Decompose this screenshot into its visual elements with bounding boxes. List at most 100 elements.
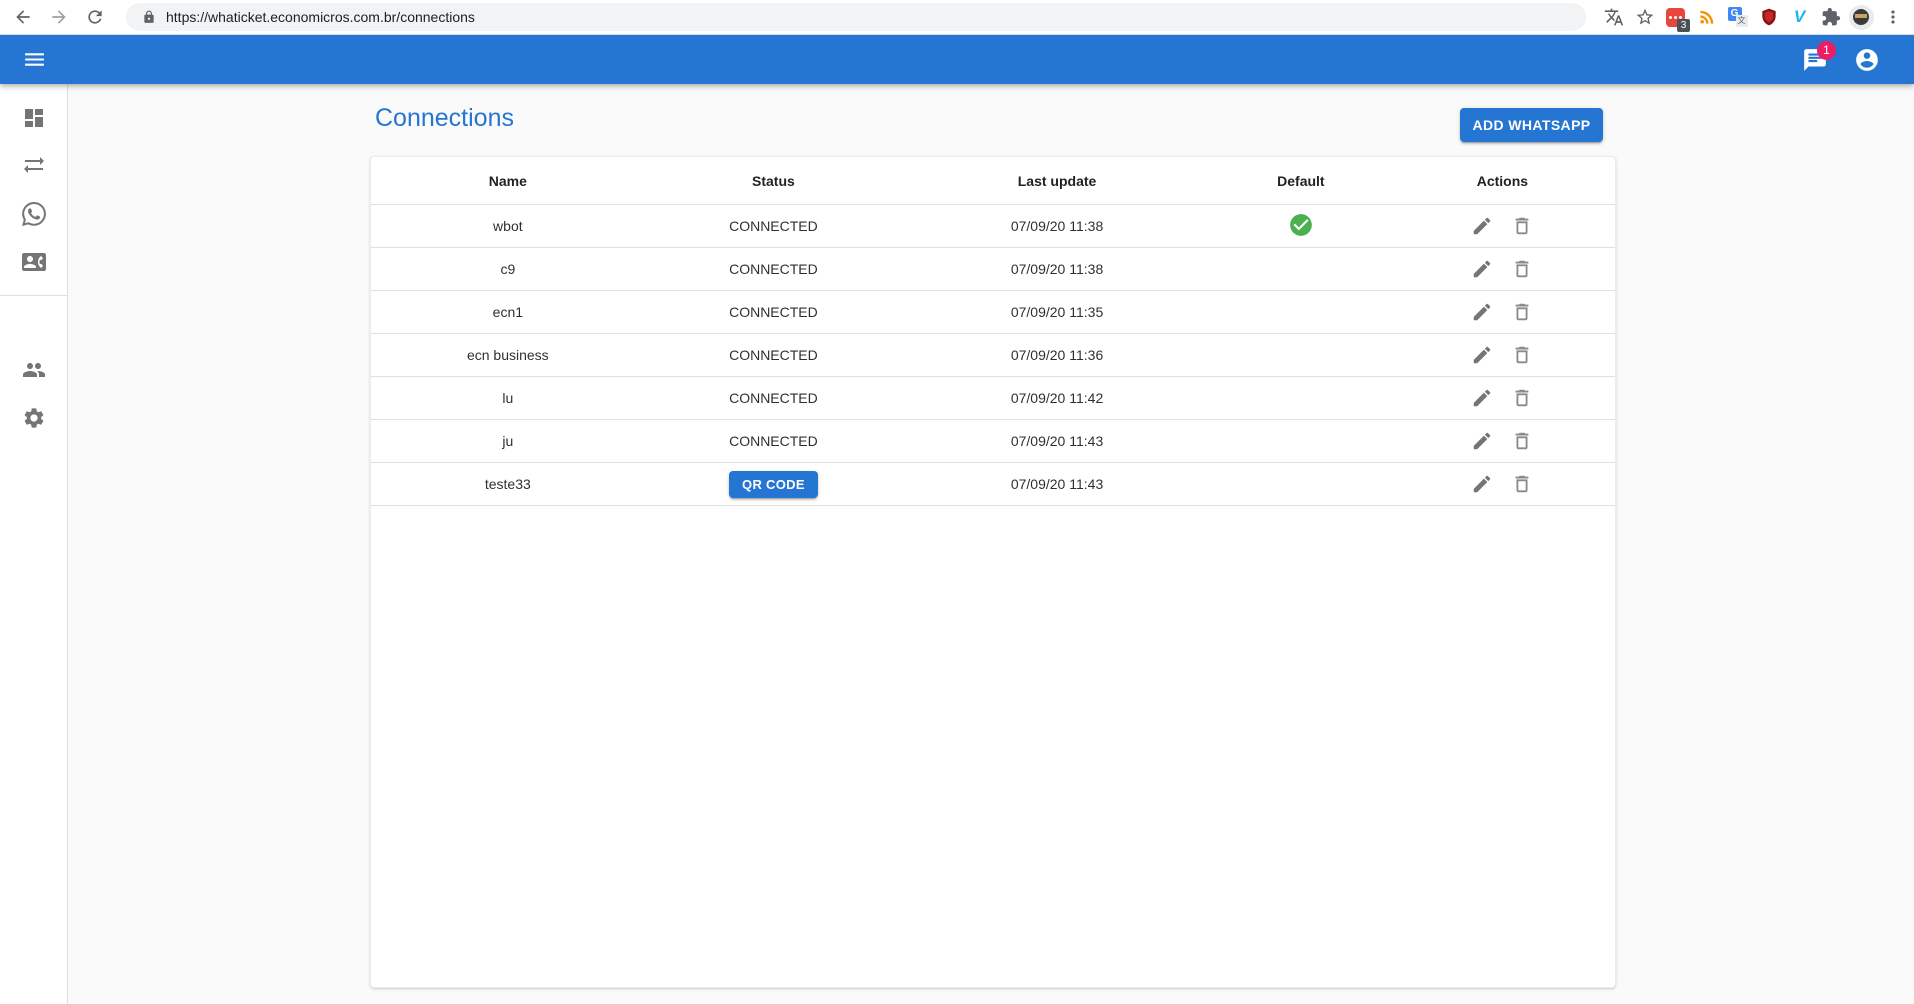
- connection-status: CONNECTED: [729, 347, 818, 363]
- edit-button[interactable]: [1467, 383, 1497, 413]
- sidebar-item-users[interactable]: [0, 346, 67, 394]
- browser-profile-button[interactable]: [1848, 4, 1875, 31]
- qr-code-button[interactable]: QR CODE: [729, 470, 818, 498]
- edit-button[interactable]: [1467, 469, 1497, 499]
- last-update: 07/09/20 11:42: [1010, 390, 1104, 406]
- browser-toolbar: https://whaticket.economicros.com.br/con…: [0, 0, 1914, 35]
- notification-badge: 1: [1817, 40, 1836, 60]
- account-button[interactable]: [1846, 39, 1888, 81]
- sidebar-item-settings[interactable]: [0, 394, 67, 442]
- delete-button[interactable]: [1507, 383, 1537, 413]
- delete-button[interactable]: [1507, 426, 1537, 456]
- url-text: https://whaticket.economicros.com.br/con…: [166, 9, 475, 25]
- rss-extension-button[interactable]: [1693, 4, 1720, 31]
- delete-icon: [1515, 475, 1529, 493]
- connection-status: CONNECTED: [729, 261, 818, 277]
- column-header-last-update: Last update: [1017, 172, 1097, 189]
- back-button[interactable]: [8, 2, 38, 32]
- connection-name: ecn business: [466, 347, 549, 363]
- table-row: teste33 QR CODE 07/09/20 11:43: [371, 463, 1615, 506]
- table-row: lu CONNECTED 07/09/20 11:42: [371, 377, 1615, 420]
- browser-menu-button[interactable]: [1879, 4, 1906, 31]
- rss-extension-icon: [1699, 10, 1713, 24]
- connections-table-card: Name Status Last update Default Actions …: [370, 156, 1616, 988]
- column-header-status: Status: [752, 172, 795, 189]
- add-whatsapp-button[interactable]: ADD WHATSAPP: [1460, 108, 1603, 142]
- column-header-name: Name: [488, 172, 527, 189]
- table-row: wbot CONNECTED 07/09/20 11:38: [371, 205, 1615, 248]
- edit-icon: [1474, 389, 1491, 407]
- extension-badge: 3: [1677, 18, 1690, 32]
- translate-page-button[interactable]: [1600, 4, 1627, 31]
- edit-icon: [1474, 346, 1491, 364]
- edit-button[interactable]: [1467, 254, 1497, 284]
- edit-button[interactable]: [1467, 426, 1497, 456]
- ublock-extension-icon: [1761, 8, 1776, 26]
- page-title: Connections: [375, 104, 514, 132]
- last-update: 07/09/20 11:43: [1010, 433, 1104, 449]
- swap-arrows-icon: [23, 157, 44, 173]
- sidebar-item-connections[interactable]: [0, 142, 67, 190]
- edit-icon: [1474, 303, 1491, 321]
- notifications-button[interactable]: 1: [1794, 39, 1836, 81]
- column-header-default: Default: [1277, 172, 1325, 189]
- connection-name: wbot: [493, 218, 523, 234]
- table-header: Name Status Last update Default Actions: [371, 157, 1615, 205]
- last-update: 07/09/20 11:35: [1010, 304, 1104, 320]
- edit-button[interactable]: [1467, 297, 1497, 327]
- menu-button[interactable]: [14, 40, 54, 80]
- people-icon: [22, 363, 45, 377]
- table-row: c9 CONNECTED 07/09/20 11:38: [371, 248, 1615, 291]
- forward-button[interactable]: [44, 2, 74, 32]
- delete-icon: [1515, 389, 1529, 407]
- delete-icon: [1515, 346, 1529, 364]
- check-circle-icon: [1288, 212, 1314, 241]
- forward-icon: [52, 10, 66, 24]
- delete-icon: [1515, 260, 1529, 278]
- connection-status: CONNECTED: [729, 304, 818, 320]
- lock-icon: [144, 10, 154, 23]
- sidebar-item-tickets[interactable]: [0, 190, 67, 238]
- star-icon: [1636, 8, 1653, 25]
- settings-icon: [24, 408, 43, 428]
- sidebar: [0, 84, 68, 1004]
- delete-icon: [1515, 303, 1529, 321]
- profile-avatar-icon: [1849, 4, 1874, 30]
- url-bar[interactable]: https://whaticket.economicros.com.br/con…: [126, 3, 1586, 31]
- table-row: ecn business CONNECTED 07/09/20 11:36: [371, 334, 1615, 377]
- whatsapp-icon: [21, 202, 46, 226]
- menu-icon: [24, 53, 44, 66]
- translate-icon: [1604, 8, 1623, 26]
- reload-button[interactable]: [80, 2, 110, 32]
- messages-extension-button[interactable]: 3: [1662, 4, 1690, 32]
- column-header-actions: Actions: [1476, 172, 1529, 189]
- contact-phone-icon: [21, 253, 46, 271]
- last-update: 07/09/20 11:43: [1010, 476, 1104, 492]
- chat-icon: [1804, 48, 1826, 71]
- edit-button[interactable]: [1467, 211, 1497, 241]
- extensions-puzzle-button[interactable]: [1817, 4, 1844, 31]
- connection-name: c9: [500, 261, 516, 277]
- edit-icon: [1474, 217, 1491, 235]
- connection-name: teste33: [484, 476, 531, 492]
- vimeo-extension-button[interactable]: V: [1786, 4, 1813, 31]
- sidebar-item-dashboard[interactable]: [0, 94, 67, 142]
- table-row: ju CONNECTED 07/09/20 11:43: [371, 420, 1615, 463]
- ublock-extension-button[interactable]: [1755, 4, 1782, 31]
- bookmark-star-button[interactable]: [1631, 4, 1658, 31]
- delete-button[interactable]: [1507, 254, 1537, 284]
- delete-button[interactable]: [1507, 340, 1537, 370]
- puzzle-extension-icon: [1822, 7, 1840, 26]
- sidebar-item-contacts[interactable]: [0, 238, 67, 286]
- edit-button[interactable]: [1467, 340, 1497, 370]
- delete-button[interactable]: [1507, 211, 1537, 241]
- reload-icon: [88, 10, 102, 24]
- table-row: ecn1 CONNECTED 07/09/20 11:35: [371, 291, 1615, 334]
- delete-button[interactable]: [1507, 469, 1537, 499]
- delete-button[interactable]: [1507, 297, 1537, 327]
- edit-icon: [1474, 475, 1491, 493]
